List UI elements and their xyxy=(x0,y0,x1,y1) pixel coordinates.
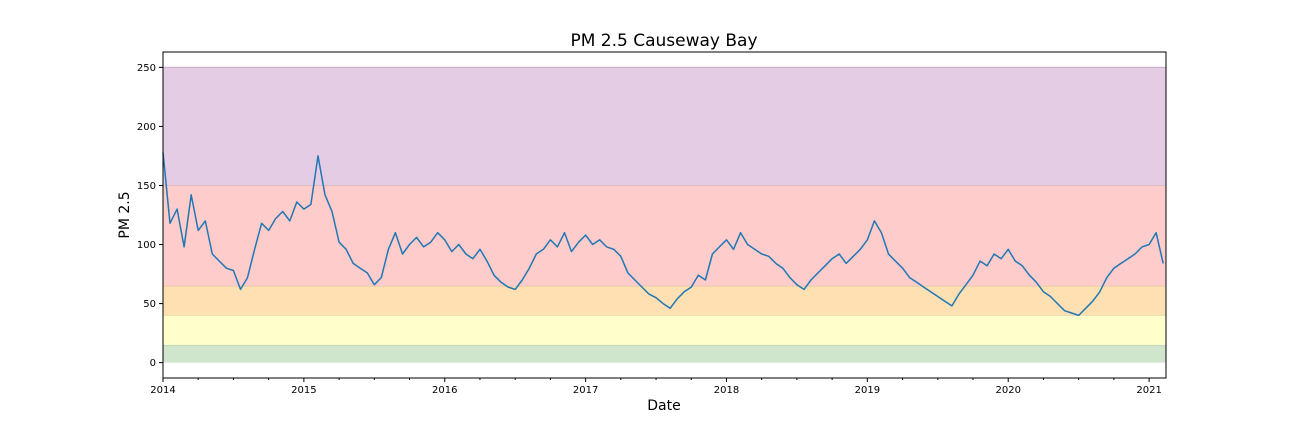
y-tick-label-100: 100 xyxy=(137,240,156,251)
chart-title: PM 2.5 Causeway Bay xyxy=(570,31,757,51)
x-tick-label-2016: 2016 xyxy=(432,385,457,396)
aqi-band-0 xyxy=(163,344,1166,363)
y-axis-title: PM 2.5 xyxy=(117,191,133,238)
y-tick-label-250: 250 xyxy=(137,63,156,74)
aqi-band-3 xyxy=(163,185,1166,286)
x-tick-label-2014: 2014 xyxy=(150,385,175,396)
pm25-line-layer xyxy=(162,152,1164,317)
x-tick-label-2017: 2017 xyxy=(573,385,598,396)
x-axis-title: Date xyxy=(647,398,680,414)
x-tick-label-2015: 2015 xyxy=(291,385,316,396)
x-axis: 2014 2015 2016 2017 2018 2019 2020 2021 xyxy=(150,378,1162,396)
x-tick-label-2020: 2020 xyxy=(995,385,1020,396)
aqi-band-2 xyxy=(163,285,1166,316)
x-tick-label-2018: 2018 xyxy=(714,385,739,396)
aqi-band-4 xyxy=(163,67,1166,186)
aqi-band-1 xyxy=(163,315,1166,345)
y-tick-label-200: 200 xyxy=(137,122,156,133)
plot-frame xyxy=(162,51,1167,379)
y-tick-label-50: 50 xyxy=(143,299,156,310)
aqi-bands xyxy=(163,66,1166,363)
x-tick-label-2019: 2019 xyxy=(855,385,880,396)
pm25-series-line xyxy=(162,152,1164,317)
y-tick-label-0: 0 xyxy=(150,358,156,369)
y-axis: 0 50 100 150 200 250 xyxy=(137,63,163,369)
y-tick-label-150: 150 xyxy=(137,181,156,192)
x-tick-label-2021: 2021 xyxy=(1136,385,1161,396)
